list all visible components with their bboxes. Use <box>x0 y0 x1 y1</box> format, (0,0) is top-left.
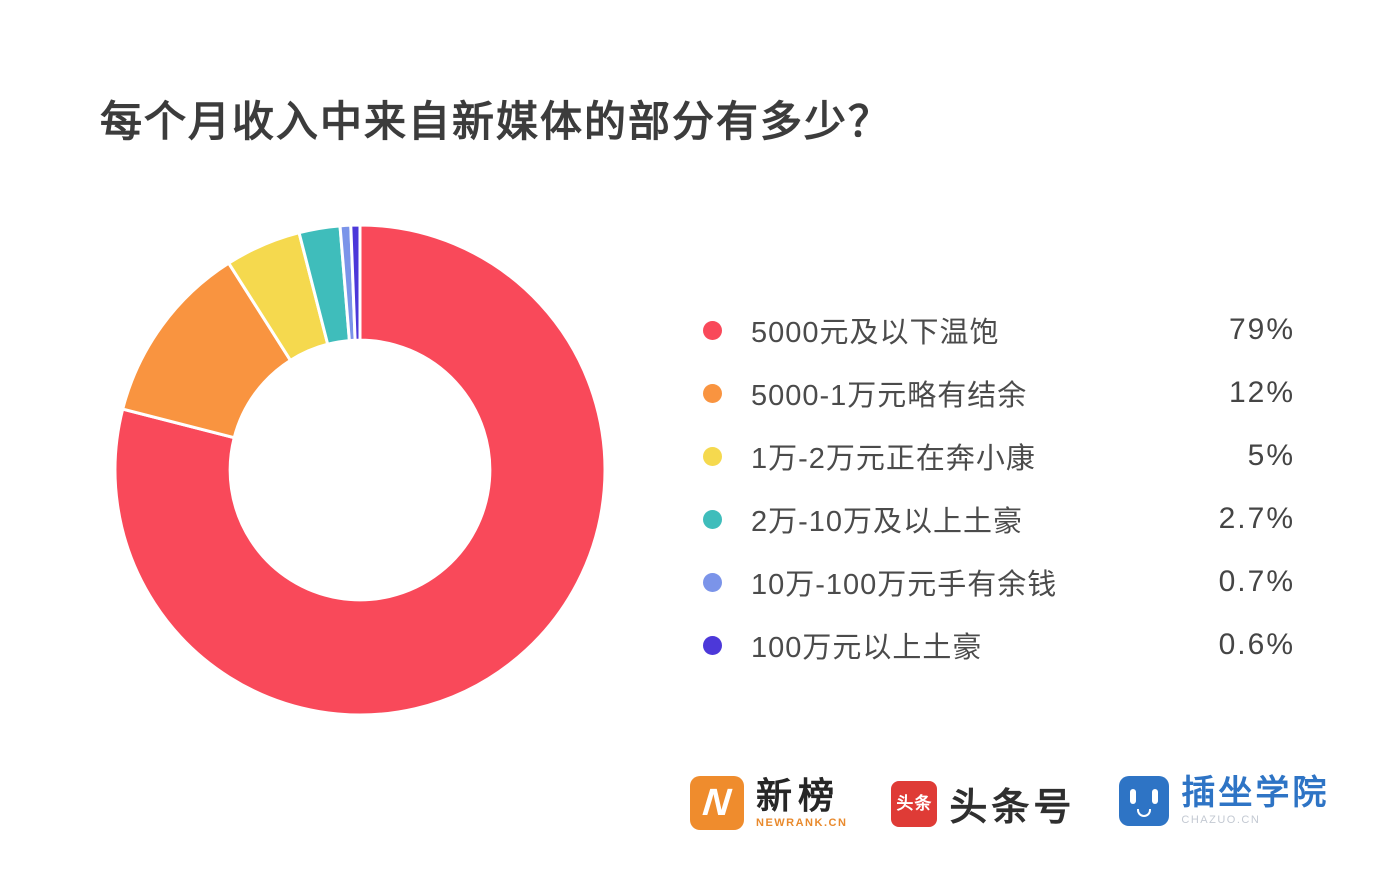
newrank-icon: N <box>690 776 744 830</box>
chazuo-mouth-icon <box>1137 809 1152 817</box>
footer-logos: N 新榜 NEWRANK.CN 头条 头条号 插坐学院 CHAZUO.CN <box>690 774 1330 831</box>
legend-value: 5% <box>1247 439 1295 472</box>
legend-item: 5000元及以下温饱 79% <box>703 305 1295 355</box>
chazuo-eye-icon <box>1130 789 1137 804</box>
legend-dot-icon <box>703 572 722 592</box>
legend-item: 100万元以上土豪 0.6% <box>703 620 1295 670</box>
legend-dot-icon <box>703 635 722 655</box>
legend-label: 5000元及以下温饱 <box>751 317 1000 349</box>
legend-value: 79% <box>1228 313 1295 346</box>
chazuo-name: 插坐学院 <box>1181 774 1330 813</box>
legend-label: 10万-100万元手有余钱 <box>751 569 1058 601</box>
newrank-text-block: 新榜 NEWRANK.CN <box>756 777 847 829</box>
legend-label: 5000-1万元略有结余 <box>751 380 1028 412</box>
chart-legend: 5000元及以下温饱 79% 5000-1万元略有结余 12% 1万-2万元正在… <box>703 305 1295 670</box>
legend-label: 100万元以上土豪 <box>751 632 983 664</box>
chazuo-url: CHAZUO.CN <box>1181 813 1261 826</box>
legend-dot-icon <box>703 446 722 466</box>
donut-slice <box>349 223 362 342</box>
newrank-url: NEWRANK.CN <box>756 816 848 829</box>
legend-label: 1万-2万元正在奔小康 <box>751 443 1036 475</box>
newrank-name: 新榜 <box>756 775 841 817</box>
legend-dot-icon <box>703 509 722 529</box>
chazuo-face-icon <box>1119 776 1170 826</box>
donut-chart-container <box>110 220 610 720</box>
toutiao-icon: 头条 <box>891 780 938 827</box>
legend-value: 0.7% <box>1218 565 1295 598</box>
donut-chart <box>113 223 607 717</box>
legend-label: 2万-10万及以上土豪 <box>751 506 1024 538</box>
chart-title: 每个月收入中来自新媒体的部分有多少？ <box>100 98 893 145</box>
newrank-logo: N 新榜 NEWRANK.CN <box>690 776 847 830</box>
newrank-n-glyph: N <box>701 782 733 824</box>
donut-slice <box>113 223 607 717</box>
chazuo-eye-icon <box>1152 789 1159 804</box>
legend-dot-icon <box>703 383 722 403</box>
legend-item: 2万-10万及以上土豪 2.7% <box>703 494 1295 544</box>
chazuo-text-block: 插坐学院 CHAZUO.CN <box>1181 774 1330 826</box>
toutiao-icon-text: 头条 <box>896 794 933 813</box>
legend-dot-icon <box>703 320 722 340</box>
legend-item: 10万-100万元手有余钱 0.7% <box>703 557 1295 607</box>
legend-value: 0.6% <box>1218 628 1295 661</box>
legend-value: 12% <box>1228 376 1295 409</box>
legend-item: 1万-2万元正在奔小康 5% <box>703 431 1295 481</box>
chazuo-logo: 插坐学院 CHAZUO.CN <box>1119 774 1330 826</box>
legend-item: 5000-1万元略有结余 12% <box>703 368 1295 418</box>
toutiao-logo: 头条 头条号 <box>891 776 1075 831</box>
toutiao-name: 头条号 <box>949 787 1076 829</box>
legend-value: 2.7% <box>1218 502 1295 535</box>
